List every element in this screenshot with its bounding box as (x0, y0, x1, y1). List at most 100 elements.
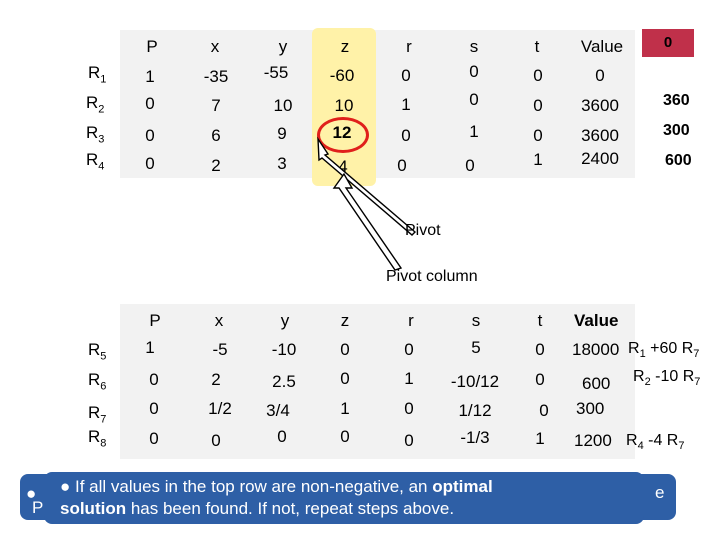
top-row-label-r3: R3 (86, 123, 105, 146)
top-cell: 0 (397, 156, 407, 175)
bottom-row-label-r5: R5 (88, 340, 107, 363)
top-cell: 1 (533, 150, 543, 169)
bottom-cell: 300 (576, 399, 605, 418)
callout-back-right: e (655, 483, 665, 502)
top-cell: 0 (465, 156, 475, 175)
top-cell: 0 (145, 126, 155, 145)
bottom-cell: 1 (535, 429, 545, 448)
top-row-label-r1: R1 (88, 63, 107, 86)
callout-line1: If all values in the top row are non-neg… (75, 477, 433, 496)
bottom-cell: 1 (145, 338, 155, 357)
bottom-cell: 0 (149, 399, 159, 418)
bottom-cell: 0 (149, 429, 159, 448)
bottom-header-s: s (471, 311, 481, 330)
bottom-cell: 0 (404, 340, 414, 359)
bottom-header-p: P (149, 311, 161, 330)
top-cell: 0 (533, 126, 543, 145)
objective-value-box: 0 (642, 29, 694, 57)
pivot-label: Pivot (405, 222, 441, 239)
top-cell: 0 (145, 94, 155, 113)
bottom-cell: 0 (277, 427, 287, 446)
bottom-row-label-r7: R7 (88, 403, 107, 426)
bottom-cell: 0 (340, 369, 350, 388)
bottom-cell: 0 (340, 427, 350, 446)
top-cell: 9 (277, 124, 287, 143)
bottom-cell: 2.5 (272, 372, 296, 391)
top-table-background (120, 30, 635, 178)
top-cell: 0 (469, 90, 479, 109)
top-cell: 0 (469, 62, 479, 81)
bottom-cell: 2 (211, 370, 221, 389)
bottom-cell: 0 (211, 431, 221, 450)
bottom-cell: 600 (582, 374, 611, 393)
ratio-r3: 300 (663, 122, 690, 139)
top-cell: 1 (401, 95, 411, 114)
bottom-header-x: x (214, 311, 224, 330)
row-operation-r8: R4 -4 R7 (626, 432, 685, 453)
bottom-cell: -1/3 (460, 428, 490, 447)
top-cell: 2 (211, 156, 221, 175)
top-header-x: x (210, 37, 220, 56)
row-operation-r5: R1 +60 R7 (628, 340, 700, 361)
bottom-cell: 0 (535, 340, 545, 359)
top-cell: 1 (145, 67, 155, 86)
callout-line1-bold: optimal (432, 477, 493, 496)
top-cell: 10 (273, 96, 293, 115)
bottom-header-r: r (408, 311, 414, 330)
top-cell: -35 (203, 67, 229, 86)
top-cell: 1 (469, 122, 479, 141)
row-operation-r6: R2 -10 R7 (633, 368, 701, 389)
bottom-cell: 0 (149, 370, 159, 389)
pivot-column-label: Pivot column (386, 268, 478, 285)
bottom-cell: 5 (471, 338, 481, 357)
top-cell: 4 (338, 157, 348, 176)
top-cell: 0 (533, 66, 543, 85)
top-cell: 0 (595, 66, 605, 85)
top-header-z: z (340, 37, 350, 56)
top-header-p: P (146, 37, 158, 56)
callout-line2: has been found. If not, repeat steps abo… (126, 499, 455, 518)
top-cell: 0 (145, 154, 155, 173)
bottom-cell: 0 (404, 399, 414, 418)
top-cell: 10 (334, 96, 354, 115)
top-row-label-r4: R4 (86, 150, 105, 173)
bottom-cell: 18000 (572, 340, 620, 359)
top-cell: -55 (263, 63, 289, 82)
bottom-cell: 0 (539, 401, 549, 420)
bottom-table-background (120, 304, 635, 459)
top-cell: 3 (277, 154, 287, 173)
bottom-cell: -5 (212, 340, 228, 359)
top-header-value: Value (580, 37, 624, 56)
bottom-cell: 3/4 (266, 401, 290, 420)
bottom-cell: 1 (340, 399, 350, 418)
top-header-t: t (534, 37, 540, 56)
callout-text: ● If all values in the top row are non-n… (60, 476, 640, 520)
ratio-r4: 600 (665, 152, 692, 169)
pivot-value: 12 (332, 123, 352, 142)
bottom-cell: 1200 (574, 431, 612, 450)
bottom-cell: -10/12 (450, 372, 500, 391)
top-cell: 0 (401, 66, 411, 85)
bottom-cell: 1 (404, 369, 414, 388)
top-header-s: s (469, 37, 479, 56)
bottom-header-y: y (280, 311, 290, 330)
callout-bullet: ● (60, 477, 71, 496)
callout-front-box (44, 472, 644, 524)
bottom-cell: 0 (535, 370, 545, 389)
top-header-r: r (406, 37, 412, 56)
top-cell: -60 (329, 66, 355, 85)
top-cell: 6 (211, 126, 221, 145)
bottom-cell: 1/2 (208, 399, 232, 418)
callout-back-bullet: ● (26, 484, 37, 503)
top-cell: 7 (211, 96, 221, 115)
top-cell: 3600 (581, 96, 619, 115)
bottom-cell: 0 (404, 431, 414, 450)
callout-line2-bold: solution (60, 499, 127, 518)
top-header-y: y (278, 37, 288, 56)
pivot-circle (317, 117, 369, 153)
bottom-row-label-r8: R8 (88, 427, 107, 450)
top-cell: 0 (533, 96, 543, 115)
top-cell: 2400 (581, 149, 619, 168)
top-row-label-r2: R2 (86, 93, 105, 116)
bottom-header-t: t (537, 311, 543, 330)
